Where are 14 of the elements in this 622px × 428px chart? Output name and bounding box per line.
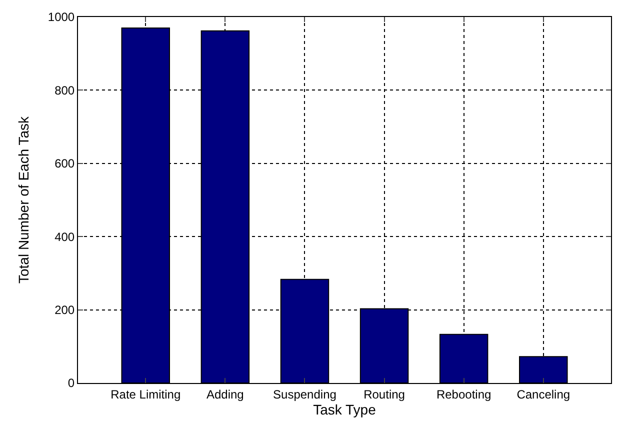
x-tick-label: Canceling [516,387,570,402]
x-tick-label: Adding [206,387,244,402]
y-tick-label: 400 [54,230,75,244]
x-tick-label: Suspending [273,387,336,402]
y-tick-label: 1000 [48,10,75,24]
y-tick-label: 0 [68,376,75,390]
y-tick-label: 600 [54,156,75,171]
y-axis-title: Total Number of Each Task [15,115,32,284]
x-tick-label: Rate Limiting [110,387,181,402]
y-tick-label: 800 [54,83,75,98]
y-tick-label: 200 [54,303,75,317]
x-axis-title: Task Type [313,401,376,418]
x-tick-label: Rebooting [436,387,492,402]
x-tick-label: Routing [364,387,405,402]
